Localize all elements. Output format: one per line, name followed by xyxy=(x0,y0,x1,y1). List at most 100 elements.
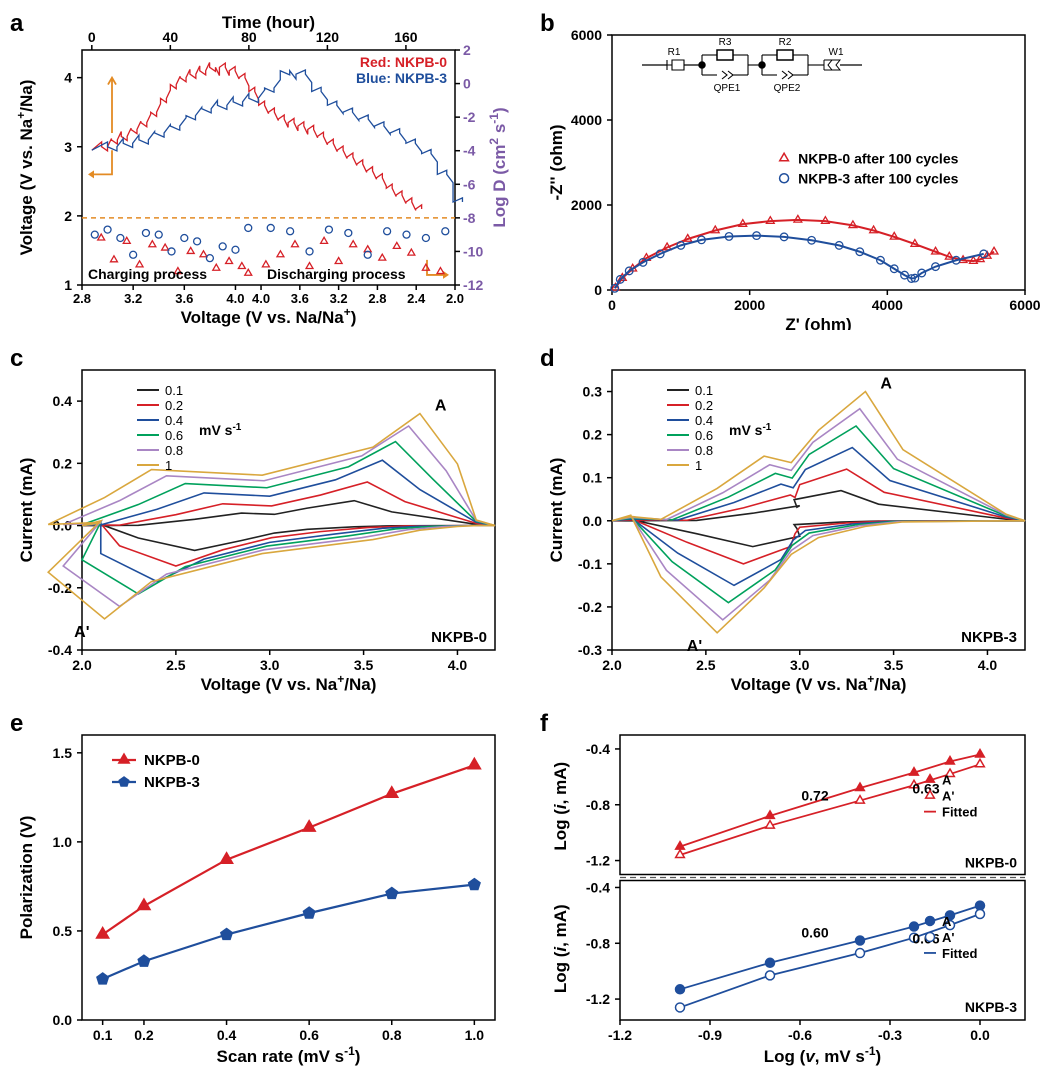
svg-text:A': A' xyxy=(74,624,89,641)
svg-text:Voltage (V vs. Na+/Na): Voltage (V vs. Na+/Na) xyxy=(201,672,377,694)
svg-text:2.8: 2.8 xyxy=(73,291,91,306)
svg-text:-1.2: -1.2 xyxy=(586,853,610,869)
svg-text:6000: 6000 xyxy=(1009,297,1040,313)
svg-text:Time (hour): Time (hour) xyxy=(222,13,315,32)
svg-text:A': A' xyxy=(942,789,954,804)
svg-text:0: 0 xyxy=(88,29,96,45)
svg-text:Red: NKPB-0: Red: NKPB-0 xyxy=(360,54,447,70)
svg-text:2.5: 2.5 xyxy=(166,657,186,673)
panel-d: d 2.02.53.03.54.0-0.3-0.2-0.10.00.10.20.… xyxy=(540,345,1040,695)
panel-a-chart: 04080120160Time (hour)1234-12-10-8-6-4-2… xyxy=(10,10,510,330)
svg-text:4.0: 4.0 xyxy=(448,657,468,673)
svg-text:3.6: 3.6 xyxy=(291,291,309,306)
svg-text:-8: -8 xyxy=(463,210,476,226)
svg-text:1: 1 xyxy=(165,458,172,473)
svg-text:0.4: 0.4 xyxy=(165,413,183,428)
svg-text:3.5: 3.5 xyxy=(354,657,374,673)
svg-text:Fitted: Fitted xyxy=(942,805,977,820)
svg-text:QPE1: QPE1 xyxy=(714,83,741,94)
svg-text:Z' (ohm): Z' (ohm) xyxy=(785,315,851,330)
svg-text:Current (mA): Current (mA) xyxy=(17,458,36,563)
svg-text:-0.2: -0.2 xyxy=(578,599,602,615)
svg-text:3.0: 3.0 xyxy=(790,657,810,673)
svg-text:120: 120 xyxy=(316,29,340,45)
svg-text:NKPB-3: NKPB-3 xyxy=(965,999,1017,1015)
svg-text:NKPB-0: NKPB-0 xyxy=(965,855,1017,871)
svg-text:2: 2 xyxy=(463,42,471,58)
svg-text:6000: 6000 xyxy=(571,27,602,43)
svg-text:A: A xyxy=(880,376,892,393)
svg-text:-0.3: -0.3 xyxy=(578,642,602,658)
svg-text:2.4: 2.4 xyxy=(407,291,426,306)
panel-c-chart: 2.02.53.03.54.0-0.4-0.20.00.20.4Voltage … xyxy=(10,345,510,695)
svg-text:-6: -6 xyxy=(463,176,476,192)
svg-text:2: 2 xyxy=(64,208,72,224)
svg-text:-4: -4 xyxy=(463,143,476,159)
panel-b-chart: 02000400060000200040006000Z' (ohm)-Z'' (… xyxy=(540,10,1040,330)
svg-text:-2: -2 xyxy=(463,109,476,125)
svg-text:0.4: 0.4 xyxy=(695,413,713,428)
panel-e: e 0.10.20.40.60.81.00.00.51.01.5Scan rat… xyxy=(10,710,510,1070)
svg-text:0: 0 xyxy=(608,297,616,313)
panel-b: b 02000400060000200040006000Z' (ohm)-Z''… xyxy=(540,10,1040,330)
svg-text:0.8: 0.8 xyxy=(165,443,183,458)
svg-text:A: A xyxy=(435,398,447,415)
svg-text:-0.9: -0.9 xyxy=(698,1027,722,1043)
svg-text:Log (i, mA): Log (i, mA) xyxy=(551,762,570,851)
svg-text:0.2: 0.2 xyxy=(695,398,713,413)
svg-text:Voltage (V vs. Na/Na+): Voltage (V vs. Na/Na+) xyxy=(181,305,357,327)
svg-text:NKPB-0: NKPB-0 xyxy=(144,752,200,769)
svg-text:R2: R2 xyxy=(779,37,792,48)
svg-text:40: 40 xyxy=(163,29,179,45)
svg-text:0.0: 0.0 xyxy=(53,518,73,534)
svg-text:0.8: 0.8 xyxy=(382,1027,402,1043)
svg-text:mV s-1: mV s-1 xyxy=(199,422,242,439)
svg-text:Charging process: Charging process xyxy=(88,266,207,282)
svg-text:2.5: 2.5 xyxy=(696,657,716,673)
panel-a: a 04080120160Time (hour)1234-12-10-8-6-4… xyxy=(10,10,510,330)
panel-e-chart: 0.10.20.40.60.81.00.00.51.01.5Scan rate … xyxy=(10,710,510,1070)
svg-text:1: 1 xyxy=(695,458,702,473)
svg-text:-0.1: -0.1 xyxy=(578,556,602,572)
svg-text:Polarization (V): Polarization (V) xyxy=(17,816,36,940)
svg-text:160: 160 xyxy=(394,29,418,45)
svg-text:Current (mA): Current (mA) xyxy=(547,458,566,563)
svg-text:0.4: 0.4 xyxy=(53,393,73,409)
panel-c: c 2.02.53.03.54.0-0.4-0.20.00.20.4Voltag… xyxy=(10,345,510,695)
svg-text:NKPB-0 after 100 cycles: NKPB-0 after 100 cycles xyxy=(798,150,959,166)
svg-text:-10: -10 xyxy=(463,243,483,259)
svg-text:4.0: 4.0 xyxy=(226,291,244,306)
svg-text:NKPB-3 after 100 cycles: NKPB-3 after 100 cycles xyxy=(798,170,959,186)
svg-text:0.60: 0.60 xyxy=(801,925,828,941)
svg-text:0.0: 0.0 xyxy=(583,513,603,529)
svg-text:A': A' xyxy=(942,930,954,945)
svg-text:2.0: 2.0 xyxy=(446,291,464,306)
svg-text:0.1: 0.1 xyxy=(93,1027,113,1043)
svg-text:1.5: 1.5 xyxy=(53,745,73,761)
svg-text:A': A' xyxy=(687,638,702,655)
svg-text:2.8: 2.8 xyxy=(368,291,386,306)
svg-text:0.6: 0.6 xyxy=(695,428,713,443)
svg-text:0.0: 0.0 xyxy=(970,1027,990,1043)
svg-text:0.1: 0.1 xyxy=(583,470,603,486)
svg-text:0.1: 0.1 xyxy=(695,383,713,398)
svg-text:Discharging process: Discharging process xyxy=(267,266,406,282)
svg-text:-0.4: -0.4 xyxy=(586,879,610,895)
svg-text:mV s-1: mV s-1 xyxy=(729,422,772,439)
svg-text:4000: 4000 xyxy=(872,297,903,313)
svg-text:1.0: 1.0 xyxy=(465,1027,485,1043)
svg-text:NKPB-3: NKPB-3 xyxy=(144,774,200,791)
svg-text:0.2: 0.2 xyxy=(53,455,73,471)
svg-text:NKPB-0: NKPB-0 xyxy=(431,629,487,646)
svg-text:-0.6: -0.6 xyxy=(788,1027,812,1043)
panel-f: f -1.2-0.9-0.6-0.30.0-1.2-0.8-0.4-1.2-0.… xyxy=(540,710,1040,1070)
svg-text:1.0: 1.0 xyxy=(53,834,73,850)
svg-text:Blue: NKPB-3: Blue: NKPB-3 xyxy=(356,70,447,86)
svg-text:0: 0 xyxy=(594,282,602,298)
svg-text:3.6: 3.6 xyxy=(175,291,193,306)
svg-text:0.0: 0.0 xyxy=(53,1012,73,1028)
svg-text:4: 4 xyxy=(64,70,72,86)
svg-text:0.2: 0.2 xyxy=(583,427,603,443)
svg-text:0.72: 0.72 xyxy=(801,788,828,804)
svg-text:3.2: 3.2 xyxy=(124,291,142,306)
